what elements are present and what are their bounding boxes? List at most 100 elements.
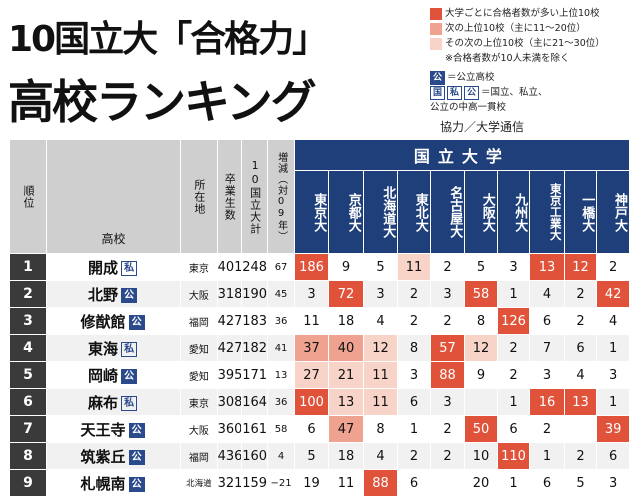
univ-count-cell: 110 — [497, 442, 531, 470]
private-badge-icon: 私 — [121, 341, 138, 357]
total-cell: 183 — [241, 307, 269, 335]
private-badge-icon: 私 — [447, 85, 463, 100]
univ-count-cell: 1 — [397, 415, 431, 443]
univ-count-cell: 6 — [529, 469, 565, 497]
univ-count-cell: 2 — [564, 442, 598, 470]
total-cell: 190 — [241, 280, 269, 308]
univ-count-cell: 11 — [363, 361, 399, 389]
school-name: 麻布 — [88, 393, 119, 412]
total-cell: 161 — [241, 415, 269, 443]
location-cell: 東京 — [180, 253, 218, 281]
school-cell: 麻布私 — [46, 388, 182, 416]
credit: 協力／大学通信 — [440, 120, 525, 134]
table-row: 2 北野公大阪 318 190 45 3 72 3 2 3 58 1 4 2 42 — [10, 280, 630, 308]
univ-count-cell: 186 — [294, 253, 330, 281]
headline-line2: 高校ランキング — [8, 75, 317, 129]
public-badge-icon: 公 — [121, 368, 138, 384]
location-cell: 愛知 — [180, 334, 218, 362]
univ-count-cell: 19 — [294, 469, 330, 497]
univ-count-cell: 3 — [497, 253, 531, 281]
legend-label: その次の上位10校（主に21～30位） — [445, 38, 605, 49]
univ-count-cell: 88 — [430, 361, 466, 389]
public-badge-icon: 公 — [128, 314, 145, 330]
univ-count-cell: 3 — [430, 388, 466, 416]
table-row: 6 麻布私東京 308 164 36 100 13 11 6 3 1 16 13 1 — [10, 388, 630, 416]
header-univ-hitotsubashi: 一橋大 — [564, 170, 598, 254]
univ-count-cell: 3 — [596, 361, 630, 389]
univ-count-cell: 2 — [564, 307, 598, 335]
univ-count-cell: 2 — [430, 253, 466, 281]
public-badge-icon: 公 — [121, 287, 138, 303]
school-cell: 修猷館公 — [46, 307, 182, 335]
school-name: 札幌南 — [80, 474, 126, 493]
univ-count-cell: 1 — [497, 469, 531, 497]
private-badge-icon: 私 — [121, 260, 138, 276]
univ-count-cell: 8 — [464, 307, 498, 335]
rank-cell: 6 — [10, 388, 48, 416]
univ-count-cell: 2 — [397, 280, 431, 308]
school-name: 開成 — [88, 258, 119, 277]
legend-item-third10: その次の上位10校（主に21～30位） — [430, 36, 640, 51]
legend-type-key: 国 私 公 ＝国立、私立、 — [430, 85, 640, 100]
location-cell: 北海道 — [180, 469, 218, 497]
univ-count-cell: 2 — [596, 253, 630, 281]
univ-count-cell — [564, 415, 598, 443]
legend-type-text2: 公立の中高一貫校 — [430, 102, 507, 113]
univ-count-cell: 18 — [328, 442, 364, 470]
change-cell: 36 — [267, 307, 295, 335]
univ-count-cell: 11 — [397, 253, 431, 281]
univ-count-cell: 27 — [294, 361, 330, 389]
change-cell: 36 — [267, 388, 295, 416]
public-outline-badge-icon: 公 — [464, 85, 480, 100]
univ-count-cell: 5 — [564, 469, 598, 497]
univ-count-cell: 2 — [430, 415, 466, 443]
univ-count-cell: 2 — [397, 442, 431, 470]
univ-count-cell: 1 — [497, 388, 531, 416]
univ-count-cell: 3 — [529, 361, 565, 389]
univ-count-cell: 9 — [464, 361, 498, 389]
school-cell: 開成私 — [46, 253, 182, 281]
univ-count-cell: 11 — [294, 307, 330, 335]
univ-count-cell: 12 — [363, 334, 399, 362]
total-cell: 160 — [241, 442, 269, 470]
school-name: 筑紫丘 — [80, 447, 126, 466]
univ-count-cell: 10 — [464, 442, 498, 470]
table-row: 4 東海私愛知 427 182 41 37 40 12 8 57 12 2 7 6 1 — [10, 334, 630, 362]
univ-count-cell: 11 — [363, 388, 399, 416]
legend-public-text: ＝公立高校 — [447, 72, 495, 83]
graduates-cell: 360 — [217, 415, 242, 443]
graduates-cell: 308 — [217, 388, 242, 416]
rank-cell: 7 — [10, 415, 48, 443]
private-badge-icon: 私 — [121, 395, 138, 411]
univ-count-cell: 1 — [529, 442, 565, 470]
table-row: 3 修猷館公福岡 427 183 36 11 18 4 2 2 8 126 6 2 4 — [10, 307, 630, 335]
graduates-cell: 436 — [217, 442, 242, 470]
legend: 大学ごとに合格者数が多い上位10校 次の上位10校（主に11～20位） その次の… — [430, 6, 640, 115]
school-name: 東海 — [88, 339, 119, 358]
change-cell: 41 — [267, 334, 295, 362]
univ-count-cell: 2 — [529, 415, 565, 443]
legend-type-text: ＝国立、私立、 — [481, 87, 548, 98]
total-cell: 164 — [241, 388, 269, 416]
table-row: 9 札幌南公北海道 321 159 −21 19 11 88 6 20 1 6 5 3 — [10, 469, 630, 497]
change-cell: −21 — [267, 469, 295, 497]
location-cell: 愛知 — [180, 361, 218, 389]
header-total: 10国立大計 — [241, 140, 269, 254]
univ-count-cell: 3 — [294, 280, 330, 308]
header-univ-titech: 東京工業大 — [529, 170, 565, 254]
univ-count-cell: 6 — [564, 334, 598, 362]
change-cell: 13 — [267, 361, 295, 389]
rank-cell: 2 — [10, 280, 48, 308]
univ-count-cell: 4 — [529, 280, 565, 308]
public-badge-icon: 公 — [430, 70, 446, 85]
univ-count-cell: 3 — [430, 280, 466, 308]
graduates-cell: 427 — [217, 334, 242, 362]
header-univ-osaka: 大阪大 — [464, 170, 498, 254]
univ-count-cell: 5 — [363, 253, 399, 281]
header-univ-hokkaido: 北海道大 — [363, 170, 399, 254]
header-national-universities: 国立大学 — [294, 140, 631, 171]
graduates-cell: 321 — [217, 469, 242, 497]
public-badge-icon: 公 — [128, 422, 145, 438]
univ-count-cell: 4 — [564, 361, 598, 389]
graduates-cell: 395 — [217, 361, 242, 389]
